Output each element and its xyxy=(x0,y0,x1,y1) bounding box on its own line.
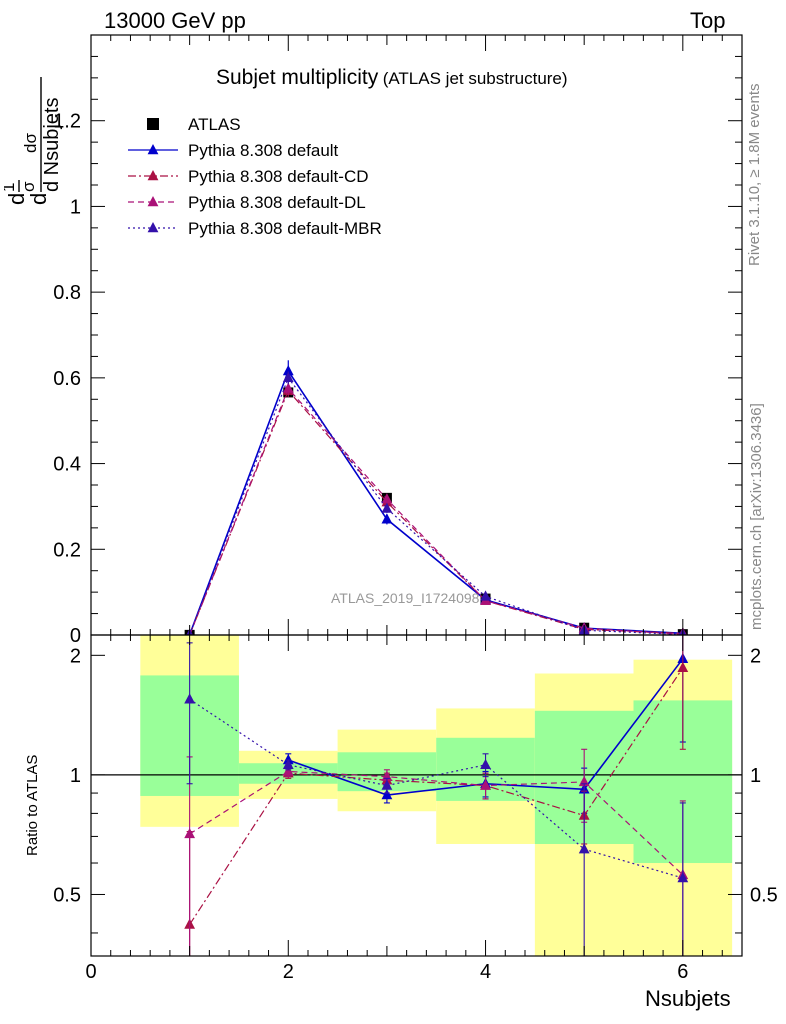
header-left-label: 13000 GeV pp xyxy=(104,8,246,33)
ratio-ytick-label-left: 0.5 xyxy=(53,884,81,906)
main-ytick-label: 0.6 xyxy=(53,368,81,390)
legend-marker-pythia-8-308-default-mbr xyxy=(147,222,159,233)
point-pythia-8-308-default-dl-3 xyxy=(381,493,393,504)
source-side-label: mcplots.cern.ch [arXiv:1306.3436] xyxy=(748,403,765,630)
ratio-line-pythia-8-308-default-mbr xyxy=(189,698,683,879)
ratio-ytick-label-right: 0.5 xyxy=(750,884,778,906)
ratio-point-pythia-8-308-default-dl-1 xyxy=(184,827,196,839)
ratio-point-pythia-8-308-default-mbr-5 xyxy=(578,843,590,854)
ratio-point-pythia-8-308-default-mbr-3 xyxy=(381,779,393,790)
ratio-point-pythia-8-308-default-mbr-2 xyxy=(282,758,294,770)
y-axis-label-ratio: Ratio to ATLAS xyxy=(24,754,41,856)
xtick-label: 0 xyxy=(85,961,96,983)
svg-text:d: d xyxy=(26,193,51,205)
tick-labels: 00.20.40.60.811.20 2 4 60.5 0.51 12 2 xyxy=(53,111,778,983)
legend-marker-pythia-8-308-default-dl xyxy=(147,196,159,207)
ratio-line-pythia-8-308-default-cd xyxy=(189,667,684,925)
y-axis-label-main: d 1 σ d dσ d Nsubjets xyxy=(0,37,63,207)
xtick-label: 6 xyxy=(677,961,688,983)
point-pythia-8-308-default-2 xyxy=(282,365,294,376)
legend: ATLAS Pythia 8.308 default Pythia 8.308 de… xyxy=(128,115,382,238)
ratio-ytick-label-left: 2 xyxy=(70,645,81,667)
ratio-point-pythia-8-308-default-mbr-4 xyxy=(480,758,491,770)
ratio-point-pythia-8-308-default-3 xyxy=(381,788,393,800)
ratio-frame xyxy=(90,634,743,957)
point-pythia-8-308-default-mbr-4 xyxy=(480,590,491,601)
legend-label-pythia-8-308-default-dl: Pythia 8.308 default-DL xyxy=(188,193,366,212)
ratio-point-pythia-8-308-default-dl-4 xyxy=(480,779,491,790)
legend-label-pythia-8-308-default-cd: Pythia 8.308 default-CD xyxy=(188,167,369,186)
legend-marker-pythia-8-308-default xyxy=(147,144,159,155)
header-right-label: Top xyxy=(690,8,726,33)
svg-text:dσ: dσ xyxy=(21,133,40,153)
line-pythia-8-308-default-dl xyxy=(189,387,683,635)
main-ytick-label: 1.2 xyxy=(53,111,81,133)
rivet-side-label: Rivet 3.1.10, ≥ 1.8M events xyxy=(746,83,763,267)
legend-marker-atlas xyxy=(147,118,159,130)
svg-text:d: d xyxy=(4,193,29,205)
ratio-point-pythia-8-308-default-mbr-1 xyxy=(184,693,196,704)
ratio-ytick-label-left: 1 xyxy=(70,765,81,787)
ratio-point-pythia-8-308-default-dl-2 xyxy=(282,765,294,776)
point-pythia-8-308-default-mbr-2 xyxy=(282,371,294,383)
main-ytick-label: 0.4 xyxy=(53,454,81,476)
svg-text:σ: σ xyxy=(19,181,38,192)
main-subtitle-text: (ATLAS jet substructure) xyxy=(382,69,568,88)
y-axis-fraction-glyph: d 1 σ d dσ d Nsubjets xyxy=(0,77,63,205)
main-ytick-label: 1 xyxy=(70,196,81,218)
x-axis-label: Nsubjets xyxy=(645,986,731,1011)
line-pythia-8-308-default-cd xyxy=(189,389,683,635)
svg-text:1: 1 xyxy=(4,183,18,192)
ratio-point-pythia-8-308-default-cd-6 xyxy=(677,661,689,673)
legend-label-pythia-8-308-default-mbr: Pythia 8.308 default-MBR xyxy=(188,219,382,238)
point-pythia-8-308-default-mbr-3 xyxy=(381,502,393,513)
main-ytick-label: 0 xyxy=(70,625,81,647)
point-pythia-8-308-default-3 xyxy=(381,513,393,524)
main-title: Subjet multiplicity (ATLAS jet substruct… xyxy=(216,66,568,90)
legend-label-atlas: ATLAS xyxy=(188,115,241,134)
ratio-line-pythia-8-308-default-dl xyxy=(189,770,684,876)
legend-label-pythia-8-308-default: Pythia 8.308 default xyxy=(188,141,339,160)
ratio-point-pythia-8-308-default-mbr-6 xyxy=(677,872,689,883)
ratio-uncertainty-bands xyxy=(91,635,742,956)
xtick-label: 2 xyxy=(283,961,294,983)
axes-frame xyxy=(90,34,743,957)
line-pythia-8-308-default-mbr xyxy=(189,376,683,635)
main-ytick-label: 0.2 xyxy=(53,539,81,561)
main-title-text: Subjet multiplicity xyxy=(216,66,379,89)
ratio-ytick-label-right: 1 xyxy=(750,765,761,787)
watermark-label: ATLAS_2019_I1724098 xyxy=(331,590,480,606)
main-ytick-label: 0.8 xyxy=(53,282,81,304)
svg-text:d Nsubjets: d Nsubjets xyxy=(41,98,62,193)
xtick-label: 4 xyxy=(480,961,491,983)
ratio-ytick-label-right: 2 xyxy=(750,645,761,667)
legend-marker-pythia-8-308-default-cd xyxy=(147,170,159,181)
point-pythia-8-308-default-dl-2 xyxy=(282,382,294,393)
